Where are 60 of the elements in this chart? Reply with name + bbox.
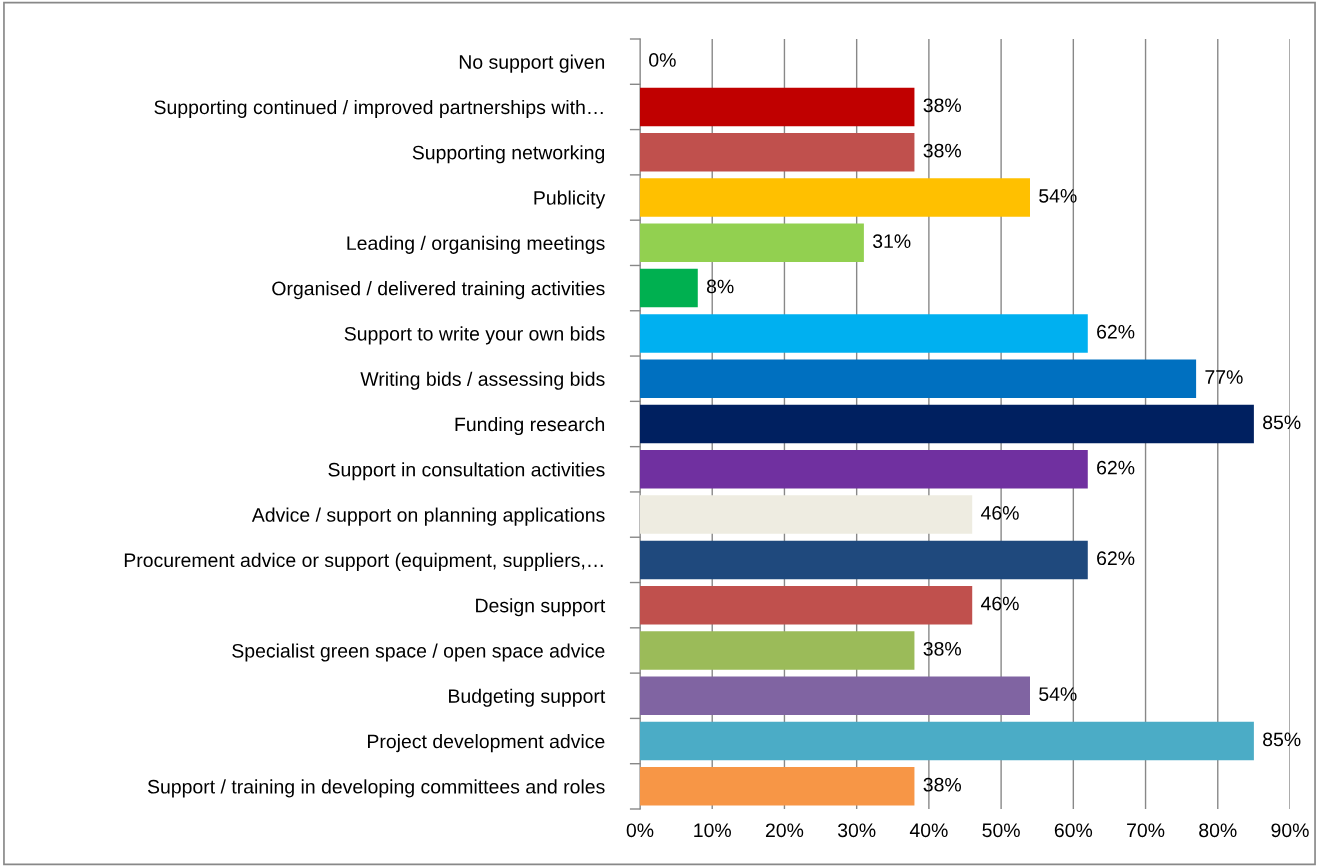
data-label: 38%: [923, 777, 961, 792]
y-tick-label: Supporting networking: [412, 145, 605, 164]
bar: [640, 132, 915, 172]
data-label: 8%: [706, 279, 734, 294]
data-label: 54%: [1039, 687, 1077, 701]
bar: [640, 178, 1030, 217]
data-label: 46%: [981, 596, 1019, 611]
bar: [640, 268, 698, 308]
x-tick-label: 20%: [765, 823, 804, 838]
x-tick-label: 40%: [909, 823, 948, 838]
data-label: 54%: [1039, 189, 1077, 203]
y-tick-label: Supporting continued / improved partnerships with…: [154, 99, 603, 119]
bar: [640, 495, 973, 534]
bar: [640, 404, 1254, 444]
data-label: 38%: [923, 641, 961, 656]
bar: [640, 721, 1254, 761]
data-label: 46%: [981, 506, 1019, 520]
bar: [640, 450, 1088, 489]
data-label: 62%: [1097, 324, 1135, 339]
y-tick-label: Leading / organising meetings: [347, 235, 605, 254]
data-label: 62%: [1097, 460, 1135, 475]
bar: [640, 540, 1088, 580]
y-tick-label: Funding research: [455, 416, 605, 436]
y-tick-label: Support to write your own bids: [344, 326, 605, 345]
bar: [640, 585, 973, 625]
y-tick-label: Budgeting support: [449, 688, 606, 707]
bar: [640, 767, 915, 806]
data-label: 62%: [1097, 551, 1135, 566]
x-tick-label: 10%: [694, 823, 731, 838]
bar: [640, 359, 1197, 398]
y-tick-label: Support in consultation activities: [328, 462, 605, 481]
y-tick-label: No support given: [459, 54, 605, 73]
data-label: 85%: [1263, 732, 1301, 747]
data-label: 0%: [649, 53, 676, 67]
y-tick-label: Procurement advice or support (equipment, suppliers,…: [124, 552, 603, 571]
data-label: 38%: [923, 98, 961, 113]
bar: [640, 223, 864, 263]
bar: [640, 676, 1030, 716]
x-tick-label: 70%: [1127, 823, 1165, 838]
x-tick-label: 60%: [1054, 823, 1093, 838]
data-label: 85%: [1263, 415, 1301, 430]
y-tick-label: Publicity: [534, 190, 606, 209]
y-tick-label: Design support: [476, 598, 606, 617]
data-label: 38%: [923, 143, 961, 158]
y-tick-label: Organised / delivered training activities: [272, 281, 605, 300]
y-tick-label: Writing bids / assessing bids: [360, 371, 605, 390]
bar: [640, 631, 915, 670]
bar: [640, 314, 1088, 353]
x-tick-label: 30%: [837, 823, 876, 838]
x-tick-label: 90%: [1271, 823, 1309, 838]
data-label: 77%: [1205, 370, 1243, 384]
y-tick-label: Project development advice: [368, 734, 605, 753]
bar: [640, 87, 915, 127]
y-tick-label: Advice / support on planning applications: [251, 507, 605, 526]
x-tick-label: 0%: [626, 823, 654, 838]
x-tick-label: 80%: [1199, 823, 1237, 838]
y-tick-label: Support / training in developing committees and roles: [147, 779, 605, 798]
x-tick-label: 50%: [982, 823, 1020, 838]
y-tick-label: Specialist green space / open space advice: [232, 643, 605, 662]
data-label: 31%: [872, 234, 911, 249]
